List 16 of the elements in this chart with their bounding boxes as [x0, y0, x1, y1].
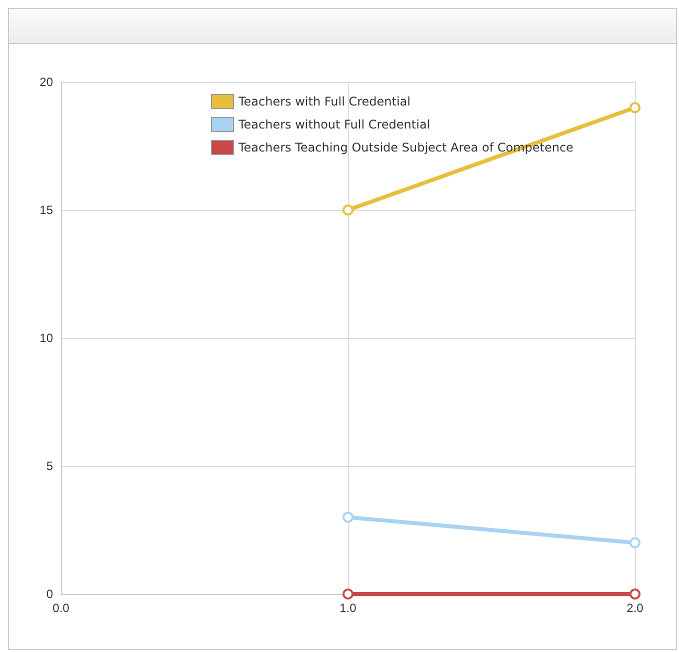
- y-tick-label: 15: [40, 203, 54, 217]
- legend-label: Teachers with Full Credential: [238, 94, 410, 108]
- point: [342, 588, 354, 600]
- y-tick-label: 5: [46, 459, 54, 473]
- y-tick-label: 20: [40, 75, 54, 89]
- x-tick-label: 1.0: [340, 601, 357, 615]
- y-tick-label: 0: [46, 587, 54, 601]
- point: [630, 588, 640, 600]
- point: [342, 204, 354, 216]
- legend-label: Teachers without Full Credential: [238, 118, 430, 132]
- point: [630, 537, 640, 548]
- x-tick-label: 0.0: [52, 601, 70, 615]
- y-tick-label: 10: [40, 331, 54, 345]
- point: [630, 102, 640, 114]
- x-tick-label: 2.0: [626, 601, 644, 615]
- point: [342, 512, 354, 523]
